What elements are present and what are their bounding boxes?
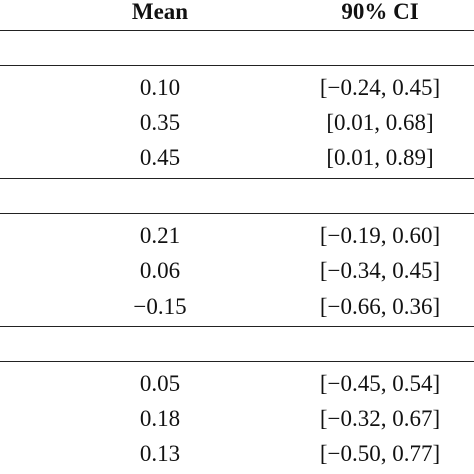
table-row: 0.10 [−0.24, 0.45] (0, 70, 474, 106)
ci-value: [−0.66, 0.36] (319, 294, 441, 319)
table-row: 0.45 [0.01, 0.89] (0, 140, 474, 176)
group-rule-3 (0, 213, 474, 214)
table-header-row: Mean 90% CI (0, 0, 474, 30)
table-row: 0.35 [0.01, 0.68] (0, 105, 474, 141)
ci-value: [−0.50, 0.77] (319, 441, 441, 466)
header-mean: Mean (131, 0, 189, 24)
mean-value: 0.21 (139, 223, 181, 248)
mean-value: 0.35 (139, 110, 181, 135)
header-rule (0, 30, 474, 31)
ci-value: [0.01, 0.68] (326, 110, 434, 135)
group-rule-4 (0, 326, 474, 327)
ci-value: [−0.19, 0.60] (319, 223, 441, 248)
table-row: 0.13 [−0.50, 0.77] (0, 436, 474, 472)
mean-value: 0.45 (139, 145, 181, 170)
header-ci: 90% CI (341, 0, 419, 24)
group-rule-1 (0, 65, 474, 66)
table-row: 0.06 [−0.34, 0.45] (0, 253, 474, 289)
mean-value: 0.10 (139, 75, 181, 100)
table-row: 0.18 [−0.32, 0.67] (0, 401, 474, 437)
mean-value: 0.05 (139, 371, 181, 396)
ci-value: [−0.45, 0.54] (319, 371, 441, 396)
mean-value: −0.15 (133, 294, 187, 319)
table-row: −0.15 [−0.66, 0.36] (0, 289, 474, 325)
mean-value: 0.13 (139, 441, 181, 466)
ci-value: [−0.24, 0.45] (319, 75, 441, 100)
table-row: 0.05 [−0.45, 0.54] (0, 366, 474, 402)
ci-value: [−0.32, 0.67] (319, 406, 441, 431)
table-row: 0.21 [−0.19, 0.60] (0, 218, 474, 254)
group-rule-2 (0, 178, 474, 179)
ci-value: [0.01, 0.89] (326, 145, 434, 170)
mean-value: 0.06 (139, 258, 181, 283)
mean-value: 0.18 (139, 406, 181, 431)
group-rule-5 (0, 361, 474, 362)
ci-value: [−0.34, 0.45] (319, 258, 441, 283)
